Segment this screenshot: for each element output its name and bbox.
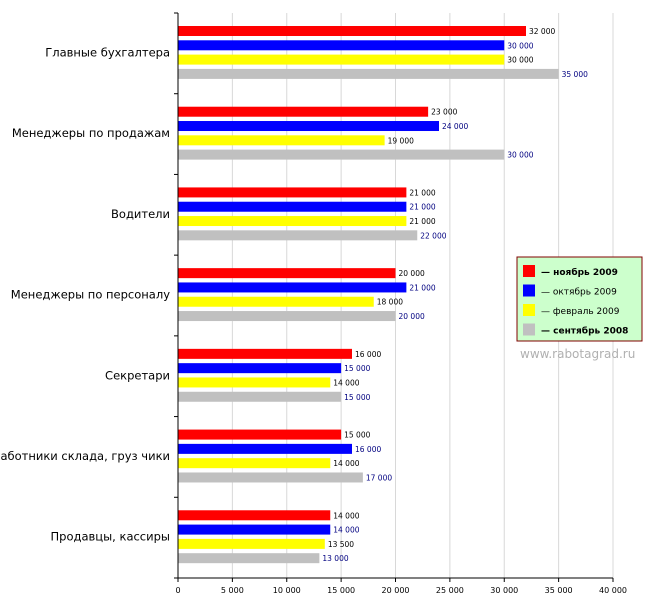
data-label: 20 000 [399,269,425,278]
bar [178,538,325,549]
data-label: 30 000 [507,151,533,160]
data-label: 18 000 [377,298,403,307]
legend: — ноябрь 2009 — октябрь 2009 — февраль 200… [516,256,643,342]
data-label: 21 000 [409,217,435,226]
data-label: 14 000 [333,378,359,387]
bar [178,377,331,388]
x-tick-label: 10 000 [273,586,301,595]
bar-series: 32 000 30 000 30 000 35 000 23 000 24 000 19 0… [178,26,588,564]
data-label: 13 500 [328,540,354,549]
data-label: 30 000 [507,41,533,50]
data-label: 32 000 [529,27,555,36]
data-label: 24 000 [442,122,468,131]
x-tick-label: 20 000 [382,586,410,595]
bar [178,26,526,36]
bar [178,443,352,454]
data-label: 13 000 [322,554,348,563]
category-label: Работники склада, груз чики [0,449,170,463]
data-label: 15 000 [344,364,370,373]
x-tick-label: 35 000 [545,586,573,595]
legend-swatch [523,323,535,336]
category-label: Главные бухгалтера [45,45,170,59]
bar [178,458,331,469]
data-label: 14 000 [333,511,359,520]
data-label: 21 000 [409,203,435,212]
category-label: Секретари [105,368,170,382]
data-label: 30 000 [507,56,533,65]
bar [178,282,407,293]
data-label: 15 000 [344,431,370,440]
bar [178,429,342,440]
bar [178,391,342,402]
data-label: 22 000 [420,231,446,240]
bar [178,268,396,279]
watermark-text: www.rabotagrad.ru [520,347,635,361]
legend-box [516,256,643,342]
bar [178,121,439,132]
category-label: Водители [111,207,170,221]
x-tick-label: 40 000 [599,586,627,595]
x-tick-label: 15 000 [327,586,355,595]
bar [178,216,407,227]
bar [178,524,331,535]
legend-item: — февраль 2009 [541,307,620,317]
category-label: Менеджеры по персоналу [11,288,170,302]
data-label: 19 000 [388,136,414,145]
bar [178,311,396,322]
data-label: 35 000 [562,70,588,79]
data-label: 20 000 [399,312,425,321]
bar [178,553,320,564]
data-label: 21 000 [409,188,435,197]
x-tick-label: 5 000 [221,586,244,595]
data-label: 17 000 [366,473,392,482]
bar [178,230,418,241]
data-label: 23 000 [431,108,457,117]
data-label: 14 000 [333,459,359,468]
category-label: Менеджеры по продажам [12,126,170,140]
x-tick-label: 30 000 [490,586,518,595]
bar [178,472,363,483]
bar [178,68,559,79]
data-label: 16 000 [355,350,381,359]
data-label: 15 000 [344,393,370,402]
bar [178,40,505,51]
bar [178,296,374,307]
bar [178,363,342,374]
bar [178,106,429,117]
axes: Главные бухгалтера Менеджеры по продажам В… [0,12,627,595]
x-tick-label: 0 [175,586,180,595]
legend-swatch [523,304,535,316]
data-label: 14 000 [333,526,359,535]
bar [178,201,407,212]
bar [178,510,331,521]
legend-swatch [523,284,535,297]
data-label: 21 000 [409,283,435,292]
legend-item: — ноябрь 2009 [541,267,618,278]
x-tick-label: 25 000 [436,586,464,595]
bar [178,54,505,65]
bar [178,149,505,160]
bar [178,187,407,198]
legend-item: — сентябрь 2008 [541,326,628,337]
legend-swatch [523,265,535,277]
legend-item: — октябрь 2009 [541,288,617,298]
bar [178,135,385,146]
category-label: Продавцы, кассиры [51,530,170,544]
bar [178,348,352,359]
data-label: 16 000 [355,445,381,454]
